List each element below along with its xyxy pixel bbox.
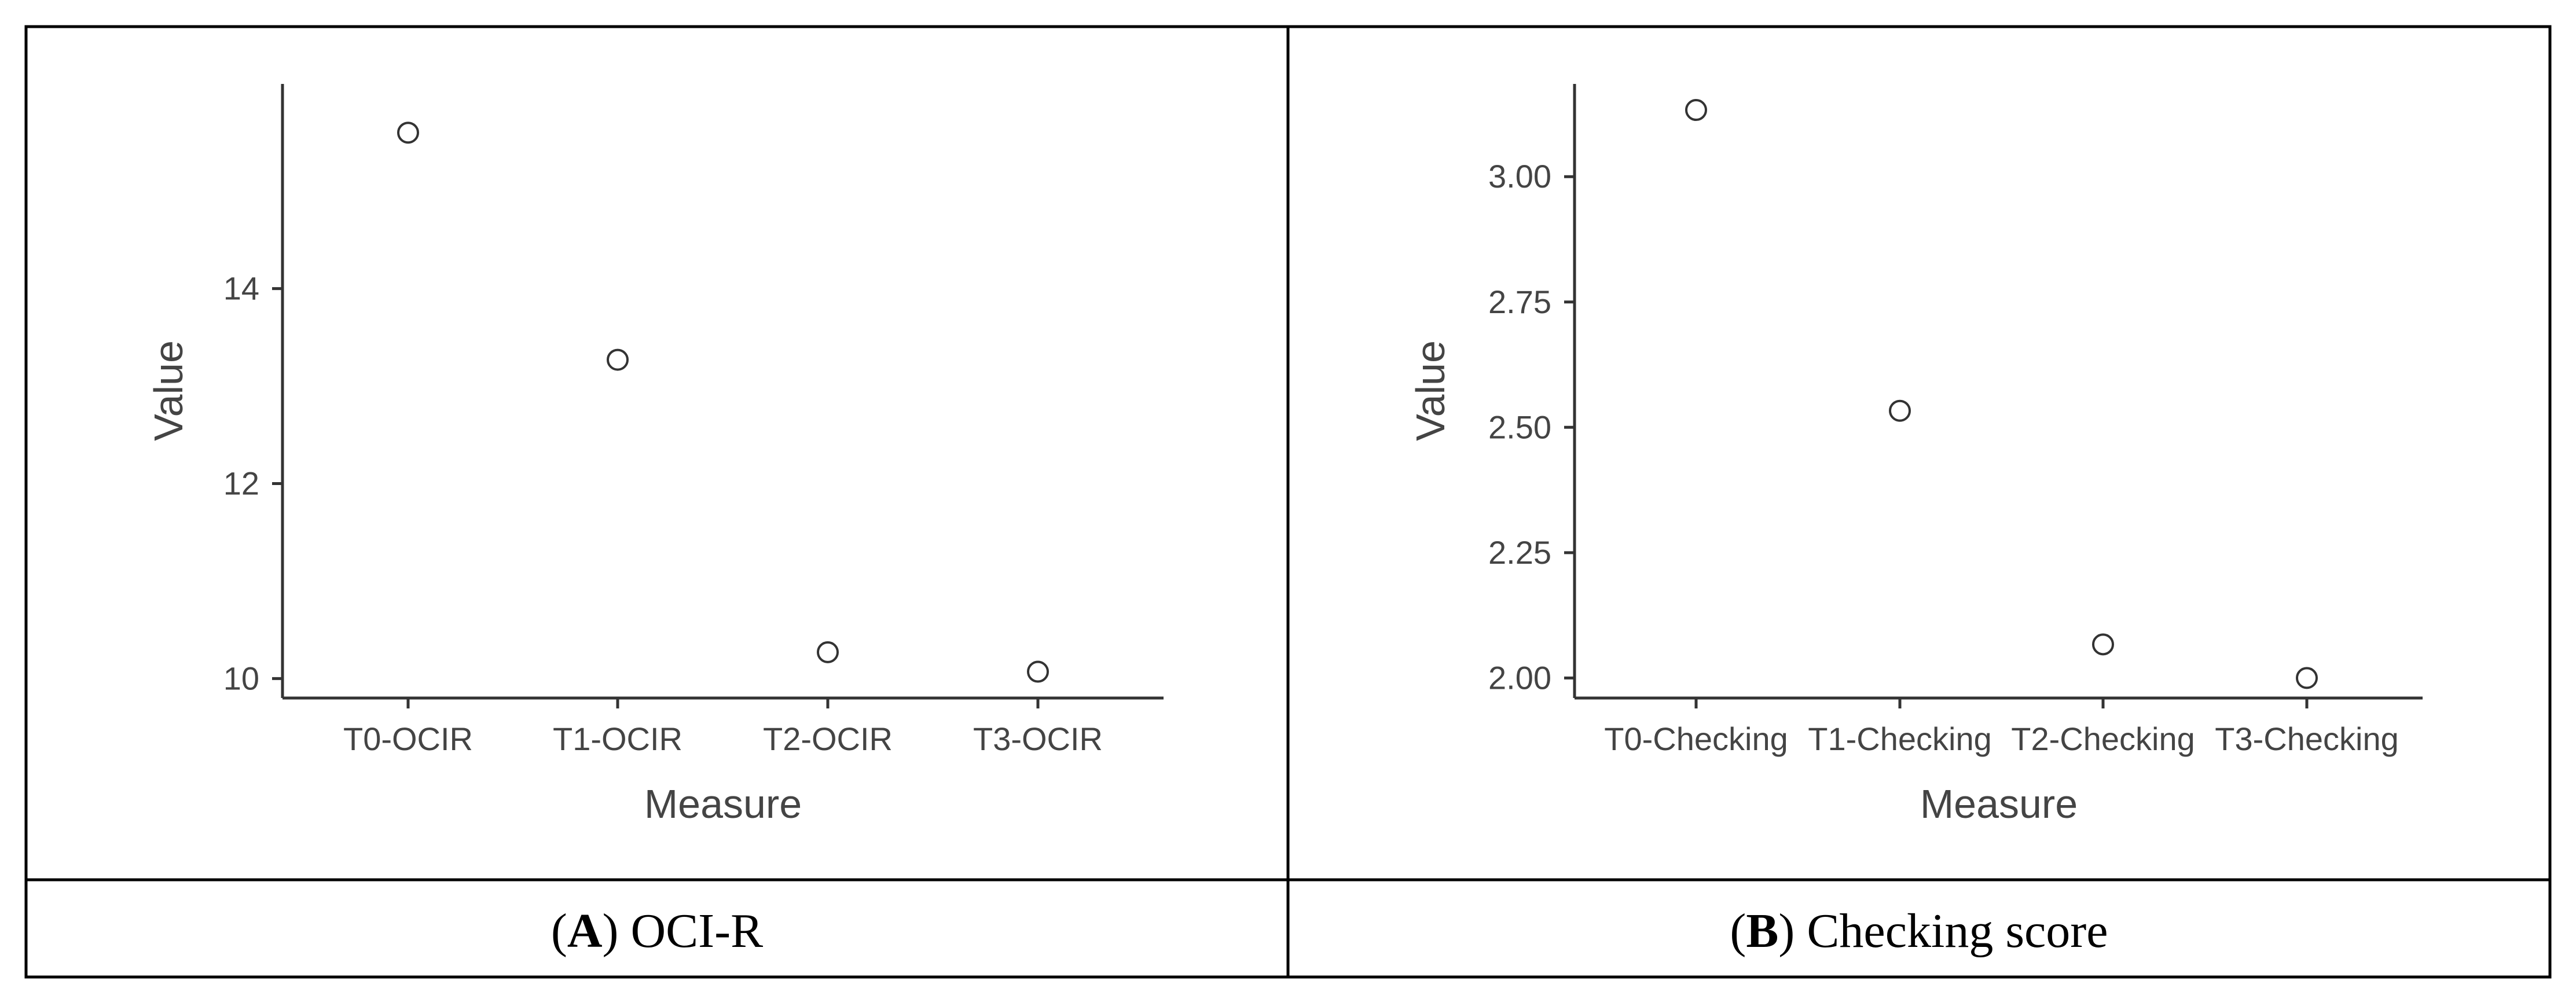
chart-b-y-tick-label: 2.25 [1488,534,1551,571]
caption-b-text: Checking score [1807,904,2108,958]
chart-b-x-tick-label: T1-Checking [1808,721,1991,757]
chart-a-point-t1-ocir [607,348,629,371]
chart-b-y-tick-label: 2.75 [1488,284,1551,320]
chart-b-y-tick-label: 2.00 [1488,659,1551,696]
chart-b-ticks: 2.00 2.25 2.50 2.75 3.00 T0-Checking T1-Checki… [1488,158,2399,757]
chart-b-points [1685,99,2318,689]
chart-a-x-tick-label: T1-OCIR [553,721,682,757]
chart-b-x-title: Measure [1920,781,2078,827]
caption-a: (A) OCI-R [551,904,763,958]
caption-b: (B) Checking score [1730,904,2108,958]
chart-b-y-tick-label: 3.00 [1488,158,1551,194]
chart-a-x-title: Measure [644,781,802,827]
chart-b-point-t2-checking [2092,633,2114,656]
chart-b-x-tick-label: T0-Checking [1604,721,1788,757]
chart-a-point-t0-ocir [397,122,419,144]
caption-a-text: OCI-R [630,904,763,958]
chart-a-x-tick-label: T3-OCIR [973,721,1103,757]
chart-panel-b: 2.00 2.25 2.50 2.75 3.00 T0-Checking T1-Checki… [1408,84,2423,827]
chart-b-y-tick-label: 2.50 [1488,409,1551,445]
chart-a-y-tick-label: 10 [223,660,259,696]
chart-a-x-tick-label: T2-OCIR [763,721,893,757]
chart-a-y-title: Value [146,340,191,441]
caption-a-letter: A [567,904,603,958]
chart-b-point-t0-checking [1685,99,1707,122]
chart-a-y-tick-label: 12 [223,465,259,501]
chart-a-ticks: 10 12 14 T0-OCIR T1-OCIR T2-OCIR T3-OCIR [223,270,1103,757]
chart-a-point-t3-ocir [1027,660,1049,683]
chart-panel-a: 10 12 14 T0-OCIR T1-OCIR T2-OCIR T3-OCIR Measu… [146,84,1164,827]
caption-b-letter: B [1746,904,1778,958]
chart-a-points [397,122,1049,683]
chart-a-x-tick-label: T0-OCIR [343,721,473,757]
chart-a-y-tick-label: 14 [223,270,259,307]
chart-b-y-title: Value [1408,340,1453,441]
chart-b-x-tick-label: T2-Checking [2011,721,2195,757]
chart-b-x-tick-label: T3-Checking [2215,721,2398,757]
chart-b-point-t1-checking [1889,399,1911,422]
chart-b-point-t3-checking [2296,667,2318,689]
chart-a-point-t2-ocir [817,641,839,663]
